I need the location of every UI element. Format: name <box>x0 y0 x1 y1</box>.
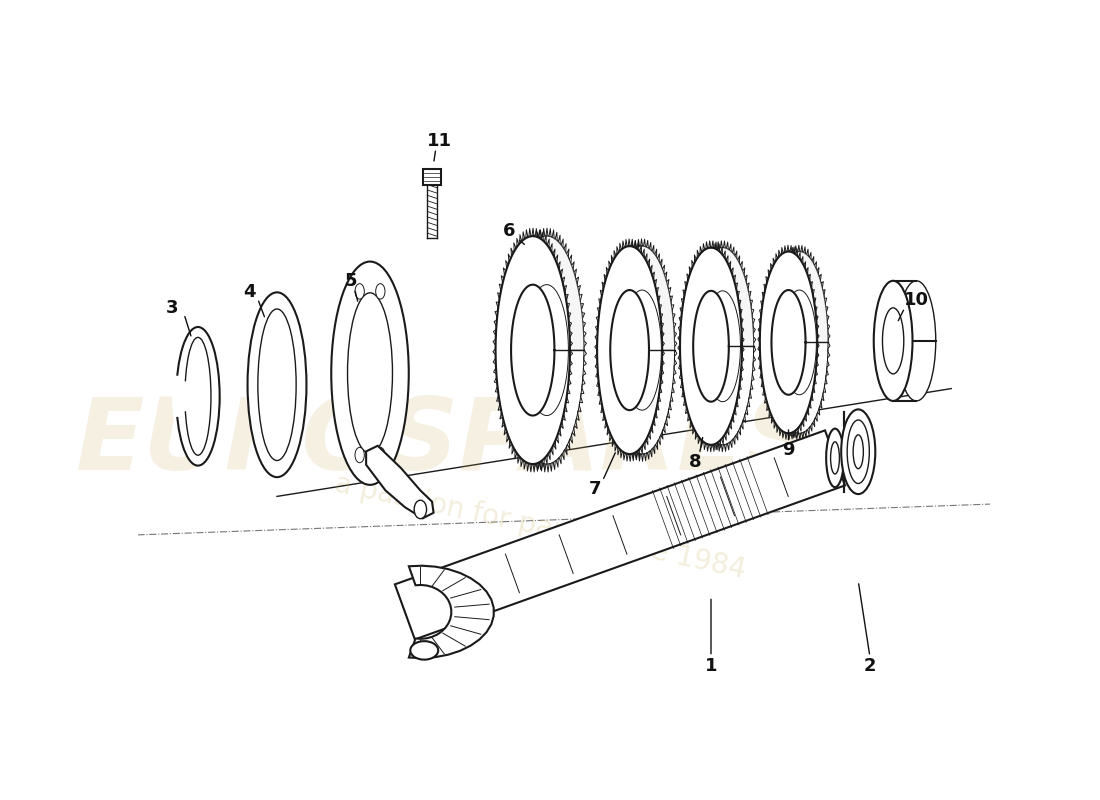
Ellipse shape <box>410 641 438 660</box>
Polygon shape <box>610 290 649 410</box>
Polygon shape <box>680 248 754 346</box>
Ellipse shape <box>873 281 913 401</box>
Ellipse shape <box>355 447 364 462</box>
Polygon shape <box>409 566 494 658</box>
Text: 1: 1 <box>705 657 717 675</box>
Ellipse shape <box>248 292 307 477</box>
Polygon shape <box>771 251 828 434</box>
Text: 8: 8 <box>690 453 702 470</box>
Polygon shape <box>623 290 661 410</box>
Text: 3: 3 <box>166 298 178 317</box>
Ellipse shape <box>348 293 393 454</box>
Polygon shape <box>495 236 584 350</box>
Ellipse shape <box>185 338 211 455</box>
Polygon shape <box>760 251 828 342</box>
Ellipse shape <box>826 429 844 487</box>
Polygon shape <box>692 248 754 445</box>
Polygon shape <box>509 236 584 464</box>
Text: 11: 11 <box>427 132 452 150</box>
Text: 5: 5 <box>344 272 356 290</box>
Ellipse shape <box>376 447 385 462</box>
Polygon shape <box>705 291 740 402</box>
Polygon shape <box>782 290 816 394</box>
Ellipse shape <box>830 442 839 474</box>
Polygon shape <box>512 285 554 415</box>
Ellipse shape <box>257 309 296 461</box>
Ellipse shape <box>176 327 220 466</box>
Ellipse shape <box>415 500 427 518</box>
Polygon shape <box>597 246 674 350</box>
Polygon shape <box>597 246 662 454</box>
Text: 7: 7 <box>588 480 601 498</box>
Polygon shape <box>366 446 433 518</box>
Ellipse shape <box>847 420 869 483</box>
Polygon shape <box>771 290 805 394</box>
Polygon shape <box>760 251 817 434</box>
Ellipse shape <box>896 281 936 401</box>
Ellipse shape <box>854 435 864 469</box>
Polygon shape <box>422 169 441 185</box>
Polygon shape <box>693 291 729 402</box>
Text: 4: 4 <box>243 283 256 302</box>
Polygon shape <box>680 248 742 445</box>
Polygon shape <box>496 236 570 464</box>
Text: 6: 6 <box>504 222 516 240</box>
Text: a passion for parts since 1984: a passion for parts since 1984 <box>332 470 749 585</box>
Ellipse shape <box>882 308 904 374</box>
Ellipse shape <box>331 262 409 485</box>
Polygon shape <box>525 285 569 415</box>
Polygon shape <box>395 430 845 639</box>
Text: 10: 10 <box>904 291 928 309</box>
Polygon shape <box>609 246 674 454</box>
Text: EUROSPARES: EUROSPARES <box>76 394 818 491</box>
Ellipse shape <box>842 410 876 494</box>
Text: 2: 2 <box>864 657 876 675</box>
Ellipse shape <box>355 284 364 299</box>
Ellipse shape <box>376 284 385 299</box>
Text: 9: 9 <box>782 442 794 459</box>
